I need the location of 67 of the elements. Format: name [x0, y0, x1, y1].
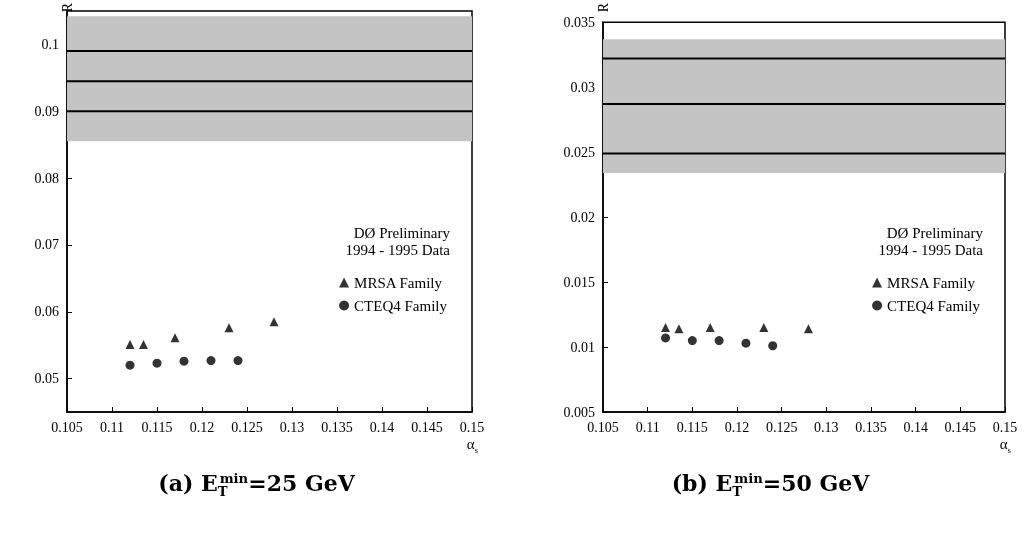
- x-tick-label: 0.115: [141, 419, 173, 435]
- x-tick-label: 0.135: [855, 419, 887, 435]
- y-tick-label: 0.08: [34, 170, 59, 186]
- x-tick-label: 0.105: [587, 419, 619, 435]
- point: [179, 356, 189, 366]
- y-tick-label: 0.035: [563, 14, 595, 30]
- x-tick-label: 0.12: [189, 419, 215, 435]
- point: [233, 356, 243, 366]
- x-tick-label: 0.15: [459, 419, 485, 435]
- y-tick-label: 0.05: [34, 371, 59, 387]
- y-tick-label: 0.07: [34, 237, 59, 253]
- legend-label: MRSA Family: [354, 274, 443, 291]
- point: [125, 340, 135, 349]
- point: [206, 356, 216, 366]
- y-tick-label: 0.09: [34, 103, 59, 119]
- point: [741, 338, 751, 348]
- y-tick-label: 0.01: [570, 339, 595, 355]
- x-axis-title: α$_{s}$: [466, 436, 478, 455]
- x-tick-label: 0.125: [231, 419, 263, 435]
- x-tick-label: 0.12: [724, 419, 750, 435]
- y-tick-label: 0.1: [41, 36, 59, 52]
- x-axis-title: α$_{s}$: [999, 436, 1011, 455]
- y-axis-title: R: [595, 2, 611, 13]
- x-tick-label: 0.11: [635, 419, 660, 435]
- y-tick-label: 0.06: [34, 304, 59, 320]
- legend-label: MRSA Family: [887, 274, 976, 291]
- annotation: DØ Preliminary: [353, 224, 451, 241]
- x-tick-label: 0.115: [676, 419, 708, 435]
- point: [661, 333, 671, 343]
- y-tick-label: 0.025: [563, 144, 595, 160]
- y-axis-title: R: [59, 2, 75, 13]
- point: [674, 324, 684, 334]
- x-tick-label: 0.13: [814, 419, 839, 435]
- point: [152, 358, 162, 368]
- y-tick-label: 0.03: [570, 79, 595, 95]
- point: [125, 360, 135, 370]
- point: [714, 336, 724, 346]
- point: [661, 323, 671, 333]
- point: [269, 317, 279, 327]
- annotation: 1994 - 1995 Data: [345, 241, 451, 258]
- point: [687, 336, 697, 346]
- x-tick-label: 0.145: [411, 419, 443, 435]
- x-tick-label: 0.145: [944, 419, 977, 435]
- x-tick-label: 0.14: [369, 419, 395, 435]
- point: [224, 323, 234, 333]
- x-tick-label: 0.105: [51, 419, 83, 435]
- y-tick-label: 0.02: [570, 209, 595, 225]
- legend-label: CTEQ4 Family: [887, 297, 981, 314]
- x-tick-label: 0.13: [279, 419, 305, 435]
- text: (b) E$_{T}$$^{min}$=50 GeV: [670, 470, 871, 500]
- y-tick-label: 0.015: [563, 274, 595, 290]
- x-tick-label: 0.11: [100, 419, 124, 435]
- point: [170, 333, 180, 343]
- point: [803, 324, 813, 334]
- x-tick-label: 0.135: [321, 419, 353, 435]
- y-tick-label: 0.005: [563, 404, 595, 420]
- x-tick-label: 0.15: [992, 419, 1018, 435]
- point: [139, 340, 148, 349]
- point: [759, 323, 769, 333]
- x-tick-label: 0.14: [903, 419, 928, 435]
- point: [705, 323, 715, 333]
- annotation: 1994 - 1995 Data: [878, 241, 984, 258]
- annotation: DØ Preliminary: [886, 224, 984, 241]
- x-tick-label: 0.125: [765, 419, 798, 435]
- legend-label: CTEQ4 Family: [354, 297, 448, 314]
- text: (a) E$_{T}$$^{min}$=25 GeV: [157, 470, 356, 500]
- point: [768, 341, 778, 351]
